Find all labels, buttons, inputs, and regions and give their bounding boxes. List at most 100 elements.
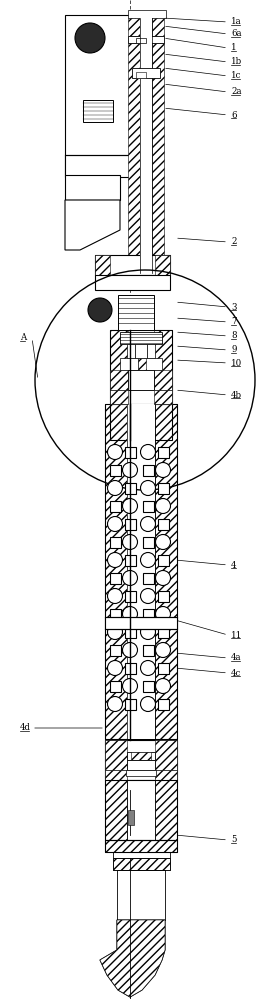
Bar <box>124 626 135 638</box>
Bar <box>113 858 170 870</box>
Bar <box>136 72 146 78</box>
Text: 4b: 4b <box>231 390 242 399</box>
Polygon shape <box>65 200 120 250</box>
Circle shape <box>140 444 156 460</box>
Bar <box>143 680 153 692</box>
Bar <box>132 68 160 78</box>
Bar <box>147 344 155 358</box>
Bar <box>118 295 154 330</box>
Circle shape <box>122 678 138 694</box>
Bar <box>157 554 169 566</box>
Text: 4d: 4d <box>20 724 31 732</box>
Bar <box>135 344 147 358</box>
Circle shape <box>140 481 156 495</box>
Bar <box>155 740 177 770</box>
Circle shape <box>122 498 138 514</box>
Circle shape <box>75 23 105 53</box>
Bar <box>110 608 121 619</box>
Bar <box>127 344 135 358</box>
Circle shape <box>156 534 170 550</box>
Bar <box>154 370 172 390</box>
Bar <box>128 18 140 36</box>
Bar <box>157 483 169 493</box>
Bar <box>83 100 113 122</box>
Bar <box>110 572 121 584</box>
Circle shape <box>108 624 122 640</box>
Bar <box>110 464 121 476</box>
Bar <box>155 255 170 275</box>
Text: 9: 9 <box>231 346 236 355</box>
Text: 4c: 4c <box>231 668 241 678</box>
Bar <box>155 404 177 739</box>
Bar <box>127 752 155 760</box>
Bar <box>128 43 140 273</box>
Bar <box>105 780 177 840</box>
Bar <box>110 390 128 404</box>
Bar <box>124 446 135 458</box>
Circle shape <box>88 298 112 322</box>
Bar <box>152 43 164 273</box>
Bar <box>124 554 135 566</box>
Bar <box>105 404 177 739</box>
Bar <box>157 518 169 530</box>
Bar <box>138 358 146 370</box>
Text: A: A <box>20 334 26 342</box>
Circle shape <box>122 606 138 621</box>
Bar <box>105 840 177 852</box>
Bar <box>127 780 155 840</box>
Bar <box>117 870 165 920</box>
Circle shape <box>156 462 170 478</box>
Bar <box>126 770 156 776</box>
Bar <box>95 255 170 275</box>
Text: 5: 5 <box>231 836 236 844</box>
Circle shape <box>108 588 122 603</box>
Text: 2: 2 <box>231 237 236 246</box>
Bar <box>95 255 110 275</box>
Bar <box>128 370 154 390</box>
Bar <box>143 608 153 619</box>
Bar <box>105 740 127 770</box>
Bar <box>157 626 169 638</box>
Bar <box>110 536 121 548</box>
Bar <box>143 500 153 512</box>
Circle shape <box>140 696 156 712</box>
Bar <box>110 645 121 656</box>
Text: 8: 8 <box>231 332 237 340</box>
Circle shape <box>140 516 156 532</box>
Bar <box>131 752 151 760</box>
Bar <box>143 536 153 548</box>
Circle shape <box>108 481 122 495</box>
Circle shape <box>108 444 122 460</box>
Circle shape <box>156 498 170 514</box>
Bar <box>110 680 121 692</box>
Text: 2a: 2a <box>231 88 241 97</box>
Text: 7: 7 <box>231 318 236 326</box>
Bar <box>110 330 128 440</box>
Bar <box>65 175 120 200</box>
Polygon shape <box>100 920 165 997</box>
Bar <box>144 358 162 370</box>
Text: 1c: 1c <box>231 72 241 81</box>
Text: 1: 1 <box>231 43 237 52</box>
Bar <box>110 390 172 404</box>
Bar <box>110 370 128 390</box>
Bar <box>157 446 169 458</box>
Bar <box>105 780 127 840</box>
Bar <box>140 18 152 273</box>
Circle shape <box>140 624 156 640</box>
Bar <box>105 404 127 739</box>
Bar <box>128 810 134 825</box>
Circle shape <box>108 516 122 532</box>
Bar <box>127 404 155 739</box>
Text: 1b: 1b <box>231 57 242 66</box>
Bar <box>154 390 172 404</box>
Circle shape <box>122 643 138 658</box>
Text: 1a: 1a <box>231 17 242 26</box>
Bar <box>157 590 169 601</box>
Bar <box>143 464 153 476</box>
Circle shape <box>140 660 156 676</box>
Bar <box>157 698 169 710</box>
Circle shape <box>156 570 170 585</box>
Circle shape <box>140 588 156 603</box>
Bar <box>127 760 155 770</box>
